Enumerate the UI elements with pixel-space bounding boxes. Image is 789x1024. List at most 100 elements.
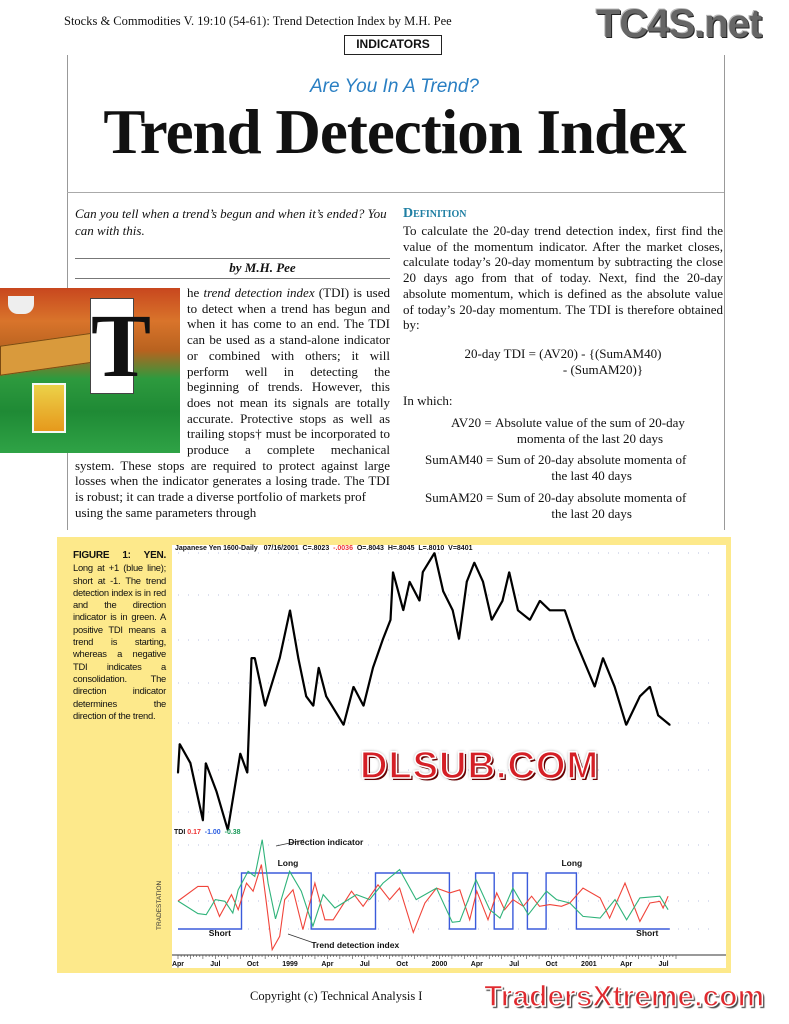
def-term: SumAM40 = <box>425 452 497 468</box>
price-point <box>668 724 671 726</box>
x-tick-label: Apr <box>471 961 483 968</box>
price-point <box>372 666 374 669</box>
watermark-logo-top: TC4S.net <box>596 2 762 46</box>
price-point <box>548 609 551 612</box>
price-point <box>563 609 566 612</box>
price-point <box>538 599 541 602</box>
body-text: (TDI) is used to detect when a trend has… <box>75 285 390 505</box>
annotation-label: Long <box>561 858 582 868</box>
juice-glass-icon <box>32 383 66 433</box>
price-point <box>516 609 519 612</box>
chart-symbol: Japanese Yen 1600-Daily <box>175 545 258 552</box>
price-point <box>202 819 204 822</box>
price-point <box>264 704 267 707</box>
section-label: INDICATORS <box>344 35 442 55</box>
formula-line-2: - (SumAM20)} <box>562 361 644 377</box>
body-text-emphasis: trend detection index <box>203 285 315 300</box>
direction-indicator-line <box>177 839 669 928</box>
drop-cap-spacer <box>75 285 187 457</box>
price-point <box>458 638 460 640</box>
legend-value-position: -1.00 <box>204 829 221 836</box>
def-text: Sum of 20-day absolute momenta of the la… <box>496 489 687 521</box>
price-point <box>312 704 315 707</box>
price-point <box>529 618 531 621</box>
price-point <box>490 618 493 621</box>
price-point <box>278 657 281 659</box>
article-deck: Can you tell when a trend’s begun and wh… <box>75 206 387 238</box>
chart-open: O=.8043 <box>356 545 384 552</box>
price-point <box>402 609 405 612</box>
price-point <box>289 609 291 612</box>
annotation-label: Trend detection index <box>311 940 399 950</box>
price-point <box>250 657 253 659</box>
price-point <box>421 571 424 574</box>
price-point <box>317 666 320 669</box>
price-point <box>408 580 411 583</box>
x-tick-label: Jul <box>509 961 519 968</box>
price-point <box>178 743 181 745</box>
price-point <box>418 599 421 602</box>
definition-sumam40: SumAM40 = Sum of 20-day absolute momenta… <box>403 452 723 483</box>
definition-body: To calculate the 20-day trend detection … <box>403 223 723 333</box>
in-which-label: In which: <box>403 393 453 409</box>
definition-av20: AV20 = Absolute value of the sum of 20-d… <box>403 415 723 446</box>
def-text: Absolute value of the sum of 20-day mome… <box>494 415 685 446</box>
x-tick-label: 1999 <box>282 961 298 968</box>
price-point <box>246 771 249 774</box>
right-border-rule <box>724 55 725 530</box>
price-point <box>602 657 604 659</box>
x-tick-label: Oct <box>396 961 408 968</box>
price-point <box>465 580 468 583</box>
legend-name: TDI <box>174 829 186 836</box>
price-point <box>433 552 436 554</box>
byline-wrap: by M.H. Pee <box>75 260 390 276</box>
price-line <box>176 552 671 831</box>
price-point <box>451 609 454 612</box>
annotation-arrow-direction <box>275 839 305 847</box>
price-point <box>573 638 576 640</box>
chart-low: L=.8010 <box>418 545 445 552</box>
chart-high: H=.8045 <box>387 545 415 552</box>
x-tick-label: Oct <box>247 961 259 968</box>
price-point <box>392 571 394 574</box>
price-point <box>501 599 504 602</box>
price-point <box>593 685 596 688</box>
price-point <box>482 580 484 583</box>
price-point <box>382 638 384 640</box>
annotation-arrow-tdi <box>287 933 315 944</box>
x-tick-label: Apr <box>172 961 184 968</box>
chart-header: Japanese Yen 1600-Daily 07/16/2001 C=.80… <box>175 545 473 552</box>
price-point <box>253 657 256 659</box>
price-point <box>648 685 651 688</box>
price-point <box>297 657 300 659</box>
tdi-line <box>177 864 669 952</box>
coffee-cup-icon <box>8 296 34 314</box>
caption-label: FIGURE 1: YEN. <box>73 550 166 561</box>
x-tick-label: Apr <box>321 961 333 968</box>
x-tick-label: Jul <box>360 961 370 968</box>
copyright: Copyright (c) Technical Analysis I <box>250 989 423 1003</box>
formula-line-1: 20-day TDI = (AV20) - {(SumAM40) <box>464 345 662 361</box>
direction-position-line <box>178 872 670 930</box>
chart-close: C=.8023 <box>302 545 330 552</box>
left-column-body: he trend detection index (TDI) is used t… <box>75 285 390 521</box>
watermark-logo-bottom: TradersXtreme.com <box>483 979 765 1014</box>
annotation-label: Long <box>278 858 299 868</box>
price-point <box>473 561 476 564</box>
definition-heading: Definition <box>403 206 467 221</box>
def-text: Sum of 20-day absolute momenta of the la… <box>496 452 687 484</box>
article-subtitle: Are You In A Trend? <box>310 76 479 97</box>
body-text: he <box>187 285 204 300</box>
price-point <box>177 771 179 774</box>
right-column: Definition To calculate the 20-day trend… <box>403 205 723 521</box>
x-tick-label: Jul <box>210 961 220 968</box>
def-term: AV20 = <box>451 415 495 431</box>
x-tick-label: 2000 <box>432 961 448 968</box>
price-point <box>352 685 355 688</box>
price-point <box>215 790 218 793</box>
chart-date: 07/16/2001 <box>263 545 299 552</box>
price-point <box>239 752 242 755</box>
price-point <box>305 695 308 698</box>
vendor-label: TRADESTATION <box>156 880 163 930</box>
indicator-legend: TDI 0.17 -1.00 -0.38 <box>174 829 241 836</box>
